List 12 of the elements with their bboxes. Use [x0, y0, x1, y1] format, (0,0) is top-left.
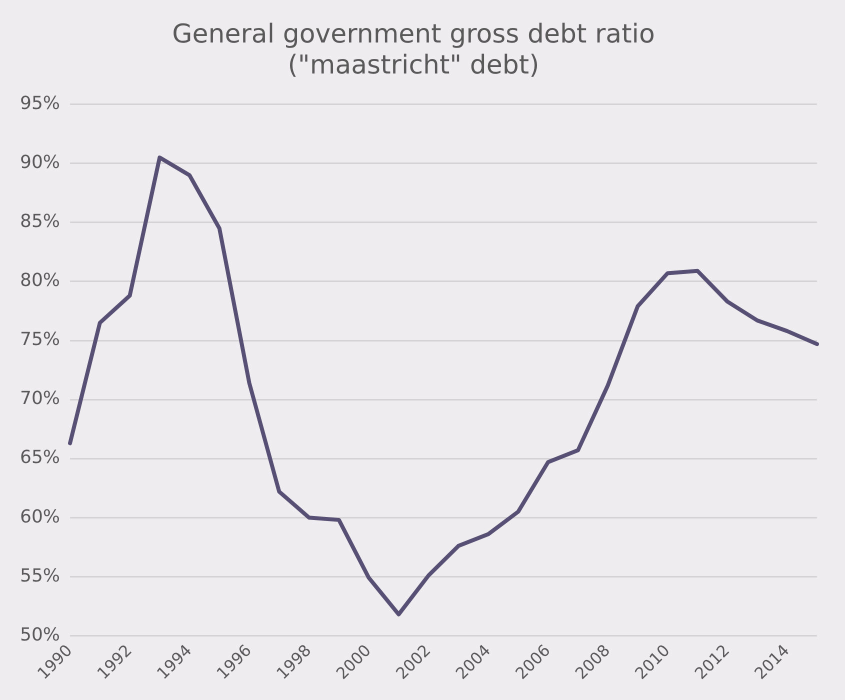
y-tick-label: 50%: [20, 624, 60, 646]
y-tick-label: 60%: [20, 506, 60, 528]
y-tick-label: 85%: [20, 211, 60, 232]
y-tick-label: 70%: [20, 388, 60, 410]
y-tick-label: 95%: [20, 93, 60, 114]
text: ("maastricht" debt): [288, 50, 540, 81]
y-tick-label: 90%: [20, 152, 60, 174]
y-tick-label: 75%: [20, 329, 60, 350]
y-tick-label: 80%: [20, 270, 60, 292]
y-tick-label: 65%: [20, 447, 60, 468]
text: General government gross debt ratio: [172, 19, 655, 50]
y-tick-label: 55%: [20, 565, 60, 586]
